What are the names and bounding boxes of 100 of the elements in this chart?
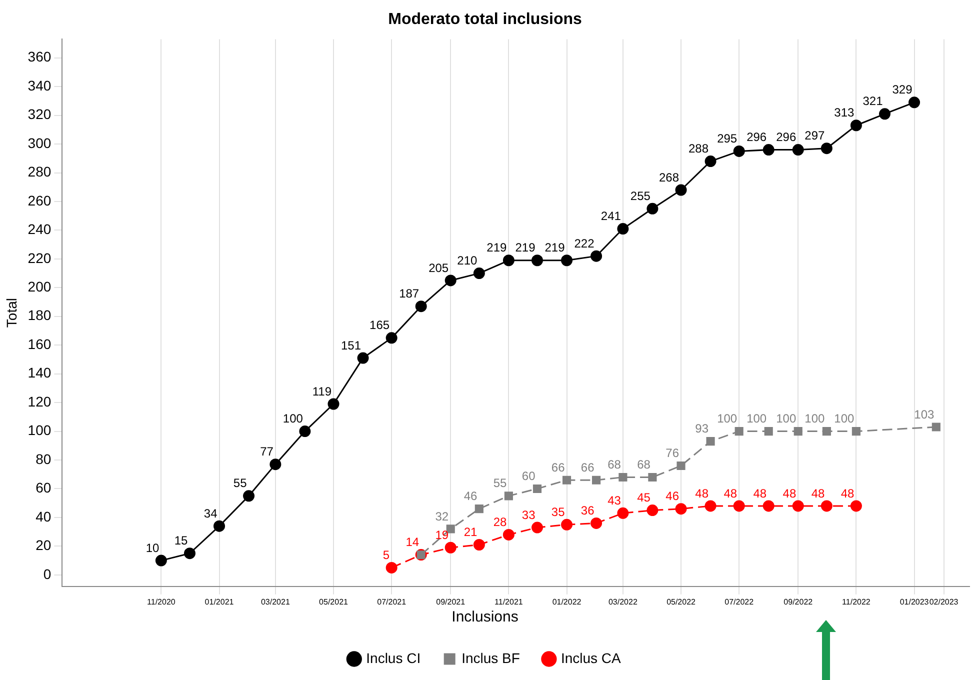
point [762,500,774,512]
point [618,472,628,482]
data-label: 100 [834,412,855,426]
y-tick-label: 180 [28,307,52,324]
point [504,492,513,500]
data-label: 313 [834,106,855,120]
y-tick-label: 120 [28,393,52,410]
point [820,142,832,154]
point [879,108,891,120]
y-tick-label: 260 [28,192,52,208]
x-tick-label: 11/2020 [147,597,176,606]
data-label: 296 [776,130,796,144]
data-label: 48 [811,486,825,500]
data-label: 55 [493,476,508,490]
data-label: 68 [608,458,622,472]
point [444,542,456,554]
point [850,500,862,512]
y-tick-label: 80 [36,450,52,467]
data-label: 100 [804,412,826,426]
data-label: 43 [608,493,622,508]
y-tick-label: 280 [28,164,52,180]
data-label: 19 [435,528,449,542]
point [502,254,514,266]
point [184,548,196,560]
data-label: 66 [580,460,595,474]
data-label: 33 [522,508,536,522]
y-tick-label: 320 [28,106,52,122]
data-label: 48 [840,486,855,500]
data-label: 100 [282,412,304,426]
point [155,554,167,566]
point [704,156,716,168]
data-label: 66 [551,460,566,474]
legend-label: Inclus BF [462,650,520,666]
x-tick-label: 03/2022 [608,597,638,606]
x-tick-label: 09/2022 [784,597,814,606]
chart-title: Moderato total inclusions [388,11,582,28]
point [214,520,226,532]
point [473,539,485,550]
x-tick-label: 01/2021 [204,597,234,606]
data-label: 93 [695,422,709,436]
point [734,427,744,436]
y-tick-label: 200 [28,278,52,295]
point [794,427,802,436]
x-tick-label: 07/2021 [377,597,407,606]
point [704,500,716,512]
point [733,500,745,512]
point [932,422,940,432]
point [762,144,774,156]
point [446,524,455,534]
x-tick-label: 01/2022 [552,597,582,606]
point [473,268,485,280]
data-label: 329 [892,82,913,97]
x-tick-label: 05/2021 [319,597,349,606]
data-label: 210 [457,254,478,268]
x-tick-label: 03/2021 [260,597,290,606]
data-label: 295 [717,132,738,146]
data-label: 241 [600,209,622,224]
x-tick-label: 11/2021 [494,597,524,606]
data-label: 48 [782,486,796,500]
y-tick-label: 140 [28,364,52,381]
x-tick-label: 07/2022 [724,597,754,606]
point [820,500,832,512]
data-label: 288 [688,142,709,156]
legend-title: Inclusions [452,608,518,626]
data-label: 219 [515,240,536,255]
data-label: 28 [493,515,508,530]
point [646,202,658,214]
x-tick-label: 02/2023 [929,597,959,606]
point [733,145,745,157]
y-tick-label: 40 [36,508,52,524]
y-tick-label: 160 [28,336,52,352]
y-tick-label: 360 [28,48,52,65]
data-label: 100 [717,412,738,426]
y-tick-label: 340 [28,77,52,94]
point [675,503,687,515]
data-label: 119 [312,384,332,398]
point [386,332,398,344]
y-tick-label: 240 [28,221,52,238]
point [706,437,715,446]
y-tick-label: 100 [28,422,52,438]
data-label: 296 [746,130,767,144]
legend-label: Inclus CI [366,650,421,666]
point [852,427,860,436]
data-label: 15 [174,534,188,548]
y-tick-label: 300 [28,134,52,151]
data-label: 55 [233,476,248,490]
y-tick-label: 60 [36,480,52,496]
data-label: 255 [630,188,651,203]
point [415,300,427,312]
data-label: 35 [551,504,566,519]
data-label: 34 [204,506,218,520]
data-label: 14 [406,535,420,550]
point [532,254,543,266]
point [561,518,573,530]
legend-label: Inclus CA [560,650,622,666]
x-tick-label: 01/2023 [900,597,930,606]
point [532,522,543,534]
data-label: 103 [914,407,934,422]
point [299,426,311,438]
data-label: 10 [146,540,160,555]
